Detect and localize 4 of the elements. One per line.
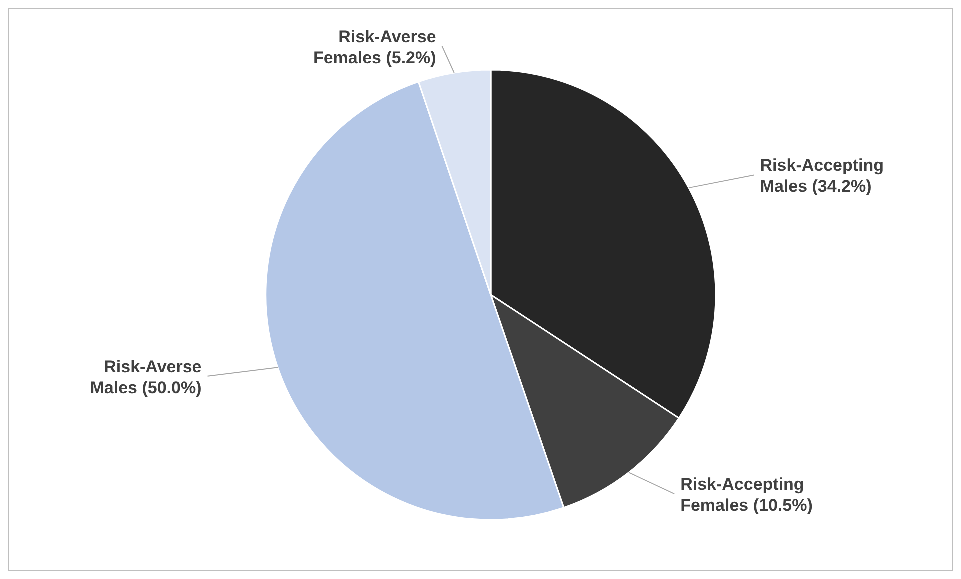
slice-label: Risk-Averse Females (5.2%) — [313, 27, 436, 68]
slice-label: Risk-Accepting Females (10.5%) — [680, 475, 813, 516]
slice-label: Risk-Accepting Males (34.2%) — [760, 156, 884, 196]
slice-label: Risk-Averse Males (50.0%) — [90, 357, 202, 398]
